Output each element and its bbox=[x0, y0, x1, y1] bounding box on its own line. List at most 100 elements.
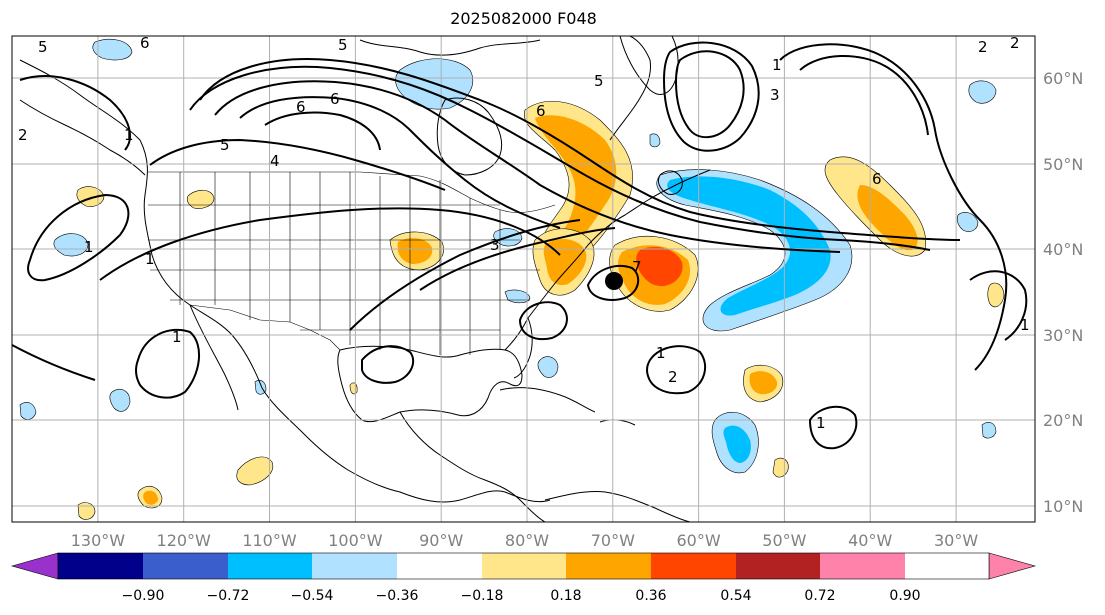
contour-east-bottom bbox=[969, 270, 1028, 341]
anomaly-positive-mid-atlantic-small bbox=[987, 282, 1005, 308]
contour-label: 4 bbox=[270, 152, 280, 170]
lon-label: 110°W bbox=[242, 531, 297, 550]
contour-closed-atlantic-se bbox=[808, 405, 858, 450]
contour-label: 5 bbox=[38, 38, 48, 56]
contour-far-east-loop bbox=[779, 43, 1008, 371]
colorbar-tick: 0.54 bbox=[720, 588, 751, 604]
colorbar-extend-low bbox=[10, 552, 59, 580]
state-lines-horizontal bbox=[148, 204, 540, 331]
colorbar-segment bbox=[651, 553, 736, 579]
map-frame bbox=[11, 35, 1036, 523]
anomaly-positive-wyoming bbox=[186, 189, 215, 209]
colorbar-outline bbox=[57, 552, 990, 580]
contour-midwest-trough-3 bbox=[419, 227, 616, 291]
anomaly-positive-bermuda-south-core bbox=[749, 371, 778, 395]
anomaly-negative-labrador-sea bbox=[649, 133, 661, 148]
contour-label: 5 bbox=[338, 36, 348, 54]
colorbar-segment bbox=[905, 553, 989, 579]
political-borders bbox=[148, 171, 556, 355]
central-america bbox=[399, 411, 546, 522]
lon-label: 50°W bbox=[762, 531, 806, 550]
contour-midwest-trough bbox=[99, 207, 561, 281]
lat-label: 10°N bbox=[1043, 497, 1083, 516]
gridlines bbox=[12, 36, 1035, 522]
colorbar-tick: −0.36 bbox=[376, 588, 419, 604]
contour-labels: 6 5 6 6 5 4 5 6 1 1 1 1 7 1 6 2 3 5 3 2 … bbox=[18, 34, 1030, 432]
contour-label: 1 bbox=[84, 238, 94, 256]
anomaly-positive-labrador-core bbox=[535, 115, 617, 247]
contour-label: 1 bbox=[124, 126, 134, 144]
colorbar-segment bbox=[820, 553, 905, 579]
contour-layer bbox=[12, 41, 1028, 450]
contour-ridge-4 bbox=[239, 96, 561, 229]
colorbar-tick: −0.54 bbox=[291, 588, 334, 604]
lon-label: 30°W bbox=[934, 531, 978, 550]
contour-ridge-6 bbox=[149, 138, 446, 191]
arctic-islands bbox=[359, 39, 541, 56]
colorbar-tick: 0.72 bbox=[804, 588, 835, 604]
contour-label: 1 bbox=[145, 250, 155, 268]
contour-label: 2 bbox=[1010, 34, 1020, 52]
contour-closed-pacific bbox=[27, 193, 130, 282]
contour-ridge-1 bbox=[199, 58, 961, 241]
contour-label: 2 bbox=[668, 368, 678, 386]
contour-label: 6 bbox=[872, 170, 882, 188]
lat-label: 40°N bbox=[1043, 240, 1083, 259]
contour-label: 5 bbox=[594, 72, 604, 90]
colorbar-tick: 0.36 bbox=[635, 588, 666, 604]
north-america-west-coast bbox=[19, 59, 551, 503]
contour-label: 6 bbox=[140, 34, 150, 52]
contour-label: 3 bbox=[490, 236, 500, 254]
colorbar: −0.90 −0.72 −0.54 −0.36 −0.18 0.18 0.36 … bbox=[10, 552, 1037, 604]
anomaly-positive-missouri-core bbox=[397, 238, 433, 264]
contour-label: 6 bbox=[536, 102, 546, 120]
greenland-south bbox=[619, 36, 679, 95]
lon-label: 120°W bbox=[157, 531, 212, 550]
gulf-of-mexico-coast bbox=[337, 345, 523, 423]
contour-label: 3 bbox=[770, 86, 780, 104]
lon-label: 90°W bbox=[419, 531, 463, 550]
anomaly-negative-carolina bbox=[504, 289, 531, 304]
contour-ridge-5 bbox=[264, 111, 381, 151]
anomaly-negative-ne-small bbox=[981, 422, 997, 439]
coastline-layer bbox=[19, 36, 711, 522]
colorbar-segment bbox=[58, 553, 143, 579]
lat-label: 50°N bbox=[1043, 155, 1083, 174]
lat-label: 20°N bbox=[1043, 411, 1083, 430]
baja-california bbox=[189, 304, 239, 411]
contour-midwest-trough-2 bbox=[349, 219, 581, 331]
anomaly-negative-pacific-nw bbox=[92, 39, 133, 61]
colorbar-tick: −0.90 bbox=[122, 588, 165, 604]
contour-label: 5 bbox=[220, 136, 230, 154]
map-background bbox=[12, 36, 1035, 522]
colorbar-tick: 0.18 bbox=[550, 588, 581, 604]
anomaly-positive-offshore-core bbox=[636, 246, 683, 287]
contour-closed-gulf bbox=[361, 345, 415, 384]
lon-label: 80°W bbox=[505, 531, 549, 550]
latitude-labels: 60°N 50°N 40°N 30°N 20°N 10°N bbox=[1043, 69, 1083, 516]
contour-label: 7 bbox=[632, 258, 642, 276]
lon-label: 60°W bbox=[677, 531, 721, 550]
alaska-panhandle bbox=[19, 99, 146, 176]
lon-label: 130°W bbox=[71, 531, 126, 550]
storm-center-dot bbox=[605, 272, 623, 290]
lon-label: 100°W bbox=[328, 531, 383, 550]
lon-label: 70°W bbox=[591, 531, 635, 550]
state-lines-vertical bbox=[179, 172, 501, 355]
south-america-north bbox=[544, 491, 691, 522]
contour-west-top bbox=[19, 75, 131, 151]
anomaly-negative-pacific-west bbox=[53, 233, 89, 257]
contour-far-east-loop-2 bbox=[799, 55, 929, 136]
anomaly-positive-baja bbox=[236, 456, 274, 486]
contour-northeast-loop bbox=[674, 50, 745, 139]
anomaly-negative-central-atlantic-core bbox=[667, 176, 831, 316]
chart-title: 2025082000 F048 bbox=[450, 9, 597, 28]
contour-label: 6 bbox=[296, 98, 306, 116]
colorbar-tick: −0.18 bbox=[461, 588, 504, 604]
contour-label: 2 bbox=[18, 126, 28, 144]
cuba bbox=[499, 387, 596, 413]
contour-label: 1 bbox=[172, 328, 182, 346]
contour-label: 1 bbox=[656, 344, 666, 362]
us-canada-border bbox=[148, 171, 556, 213]
